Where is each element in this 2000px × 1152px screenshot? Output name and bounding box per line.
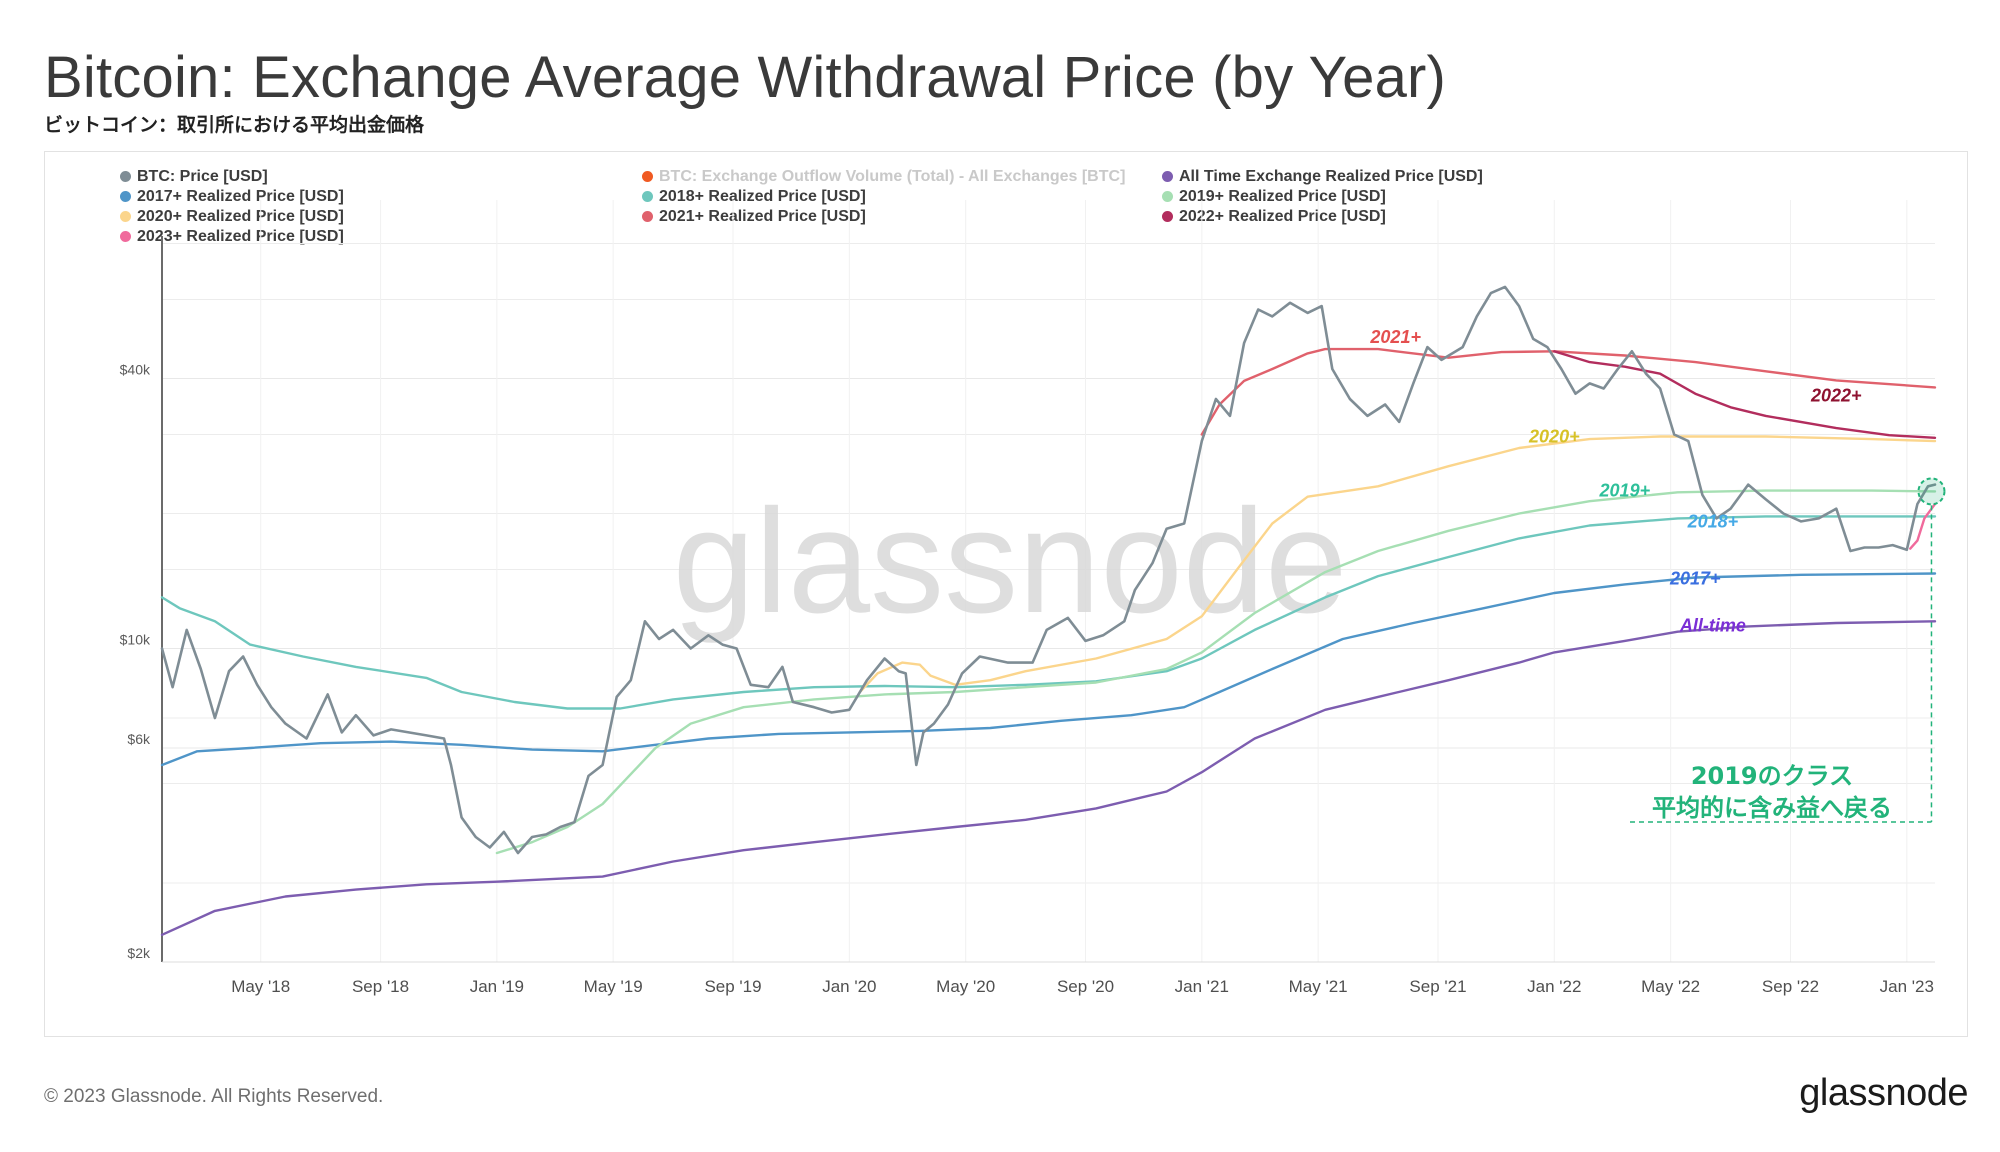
- legend-item[interactable]: 2020+ Realized Price [USD]: [120, 208, 344, 226]
- series-line: [160, 515, 1937, 710]
- legend-label: 2019+ Realized Price [USD]: [1179, 188, 1386, 205]
- y-tick-label: $6k: [127, 731, 151, 747]
- series-tag-label: 2017+: [1669, 568, 1721, 588]
- y-tick-label: $10k: [120, 632, 151, 648]
- glassnode-logo: glassnode: [1799, 1072, 1968, 1114]
- series-line: [1909, 502, 1937, 550]
- series-tag-label: 2021+: [1369, 327, 1421, 347]
- legend-swatch-icon: [120, 211, 131, 222]
- y-tick-label: $2k: [127, 945, 151, 961]
- legend-item[interactable]: 2019+ Realized Price [USD]: [1162, 188, 1386, 206]
- series-line: [858, 435, 1937, 694]
- legend-item[interactable]: BTC: Exchange Outflow Volume (Total) - A…: [642, 168, 1125, 186]
- legend-label: 2021+ Realized Price [USD]: [659, 208, 866, 225]
- x-tick-label: May '20: [936, 977, 995, 996]
- annotation-line-1: 2019のクラス: [1691, 762, 1853, 790]
- highlight-circle: [1917, 477, 1946, 506]
- legend-swatch-icon: [1162, 211, 1173, 222]
- x-tick-label: Sep '22: [1762, 977, 1819, 996]
- annotation-line-2: 平均的に含み益へ戻る: [1652, 794, 1892, 822]
- x-tick-label: May '21: [1289, 977, 1348, 996]
- legend-item[interactable]: 2018+ Realized Price [USD]: [642, 188, 866, 206]
- x-tick-label: Jan '19: [470, 977, 524, 996]
- series-line: [495, 489, 1937, 855]
- x-tick-label: Jan '23: [1880, 977, 1934, 996]
- series-group: [160, 285, 1937, 936]
- series-line: [1200, 347, 1937, 436]
- legend-label: 2018+ Realized Price [USD]: [659, 188, 866, 205]
- legend-item[interactable]: BTC: Price [USD]: [120, 168, 268, 186]
- chart-frame: [44, 151, 1968, 1037]
- legend-label: 2020+ Realized Price [USD]: [137, 208, 344, 225]
- legend-swatch-icon: [642, 171, 653, 182]
- series-line: [1553, 350, 1937, 439]
- series-line: [160, 572, 1937, 767]
- x-tick-label: Sep '21: [1409, 977, 1466, 996]
- watermark: glassnode: [673, 479, 1348, 644]
- x-tick-label: May '18: [231, 977, 290, 996]
- legend-item[interactable]: 2017+ Realized Price [USD]: [120, 188, 344, 206]
- series-tag-label: 2019+: [1599, 481, 1651, 501]
- series-tag-label: 2018+: [1687, 512, 1739, 532]
- x-tick-label: Jan '22: [1527, 977, 1581, 996]
- chart-subtitle: ビットコイン：取引所における平均出金価格: [44, 114, 425, 136]
- x-tick-label: May '19: [584, 977, 643, 996]
- legend-swatch-icon: [642, 211, 653, 222]
- legend-label: BTC: Price [USD]: [137, 168, 268, 185]
- legend-label: All Time Exchange Realized Price [USD]: [1179, 168, 1483, 185]
- series-line: [160, 285, 1937, 855]
- series-tag-label: 2022+: [1810, 386, 1862, 406]
- legend-label: 2022+ Realized Price [USD]: [1179, 208, 1386, 225]
- legend-item[interactable]: 2023+ Realized Price [USD]: [120, 228, 344, 246]
- chart-title: Bitcoin: Exchange Average Withdrawal Pri…: [44, 45, 1447, 110]
- series-line: [160, 620, 1937, 936]
- y-tick-label: $40k: [120, 361, 151, 377]
- series-tag-label: 2020+: [1528, 426, 1580, 446]
- legend-swatch-icon: [1162, 191, 1173, 202]
- legend-label: 2023+ Realized Price [USD]: [137, 228, 344, 245]
- legend-swatch-icon: [120, 191, 131, 202]
- x-tick-label: Jan '20: [822, 977, 876, 996]
- legend-item[interactable]: 2021+ Realized Price [USD]: [642, 208, 866, 226]
- legend-item[interactable]: All Time Exchange Realized Price [USD]: [1162, 168, 1483, 186]
- copyright-footer: © 2023 Glassnode. All Rights Reserved.: [44, 1086, 384, 1107]
- legend-swatch-icon: [642, 191, 653, 202]
- legend-label: 2017+ Realized Price [USD]: [137, 188, 344, 205]
- x-tick-label: Sep '19: [704, 977, 761, 996]
- x-tick-label: Jan '21: [1175, 977, 1229, 996]
- legend-swatch-icon: [120, 231, 131, 242]
- legend-label: BTC: Exchange Outflow Volume (Total) - A…: [659, 168, 1126, 185]
- x-tick-label: May '22: [1641, 977, 1700, 996]
- legend-swatch-icon: [120, 171, 131, 182]
- x-tick-label: Sep '20: [1057, 977, 1114, 996]
- x-tick-label: Sep '18: [352, 977, 409, 996]
- series-tag-label: All-time: [1679, 616, 1746, 636]
- legend-item[interactable]: 2022+ Realized Price [USD]: [1162, 208, 1386, 226]
- legend-swatch-icon: [1162, 171, 1173, 182]
